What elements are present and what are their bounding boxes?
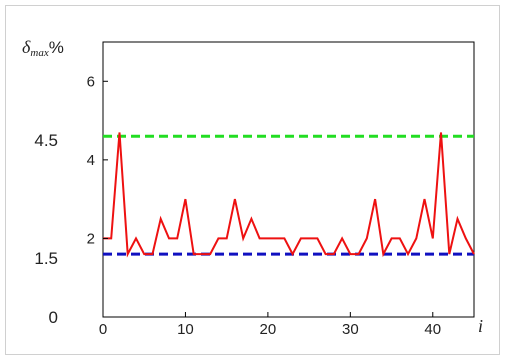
x-axis-ticks: 0 10 20 30 40 [99, 312, 441, 338]
y-tick-label: 2 [87, 230, 95, 247]
y-tick-label: 4 [87, 152, 95, 169]
series-line-0 [103, 132, 475, 258]
y-reference-labels: 4.5 1.5 0 [34, 131, 58, 327]
x-tick-label: 10 [177, 321, 194, 338]
y-reference-label: 0 [49, 308, 58, 327]
x-axis-label: i [478, 316, 483, 336]
x-tick-label: 20 [260, 321, 277, 338]
y-reference-label: 4.5 [34, 131, 58, 150]
plot-area [102, 41, 475, 318]
y-axis-label-main: δ [22, 37, 31, 57]
y-axis-ticks: 2 4 6 [87, 73, 108, 247]
reference-lines [103, 134, 474, 256]
x-tick-label: 30 [342, 321, 359, 338]
x-tick-label: 40 [424, 321, 441, 338]
y-axis-label-sub: max [30, 47, 48, 59]
y-reference-label: 1.5 [34, 249, 58, 268]
y-axis-label-suffix: % [49, 38, 64, 57]
x-tick-label: 0 [99, 321, 107, 338]
series-layer [103, 132, 475, 258]
y-axis-label: δmax% [22, 37, 64, 59]
y-tick-label: 6 [87, 73, 95, 90]
